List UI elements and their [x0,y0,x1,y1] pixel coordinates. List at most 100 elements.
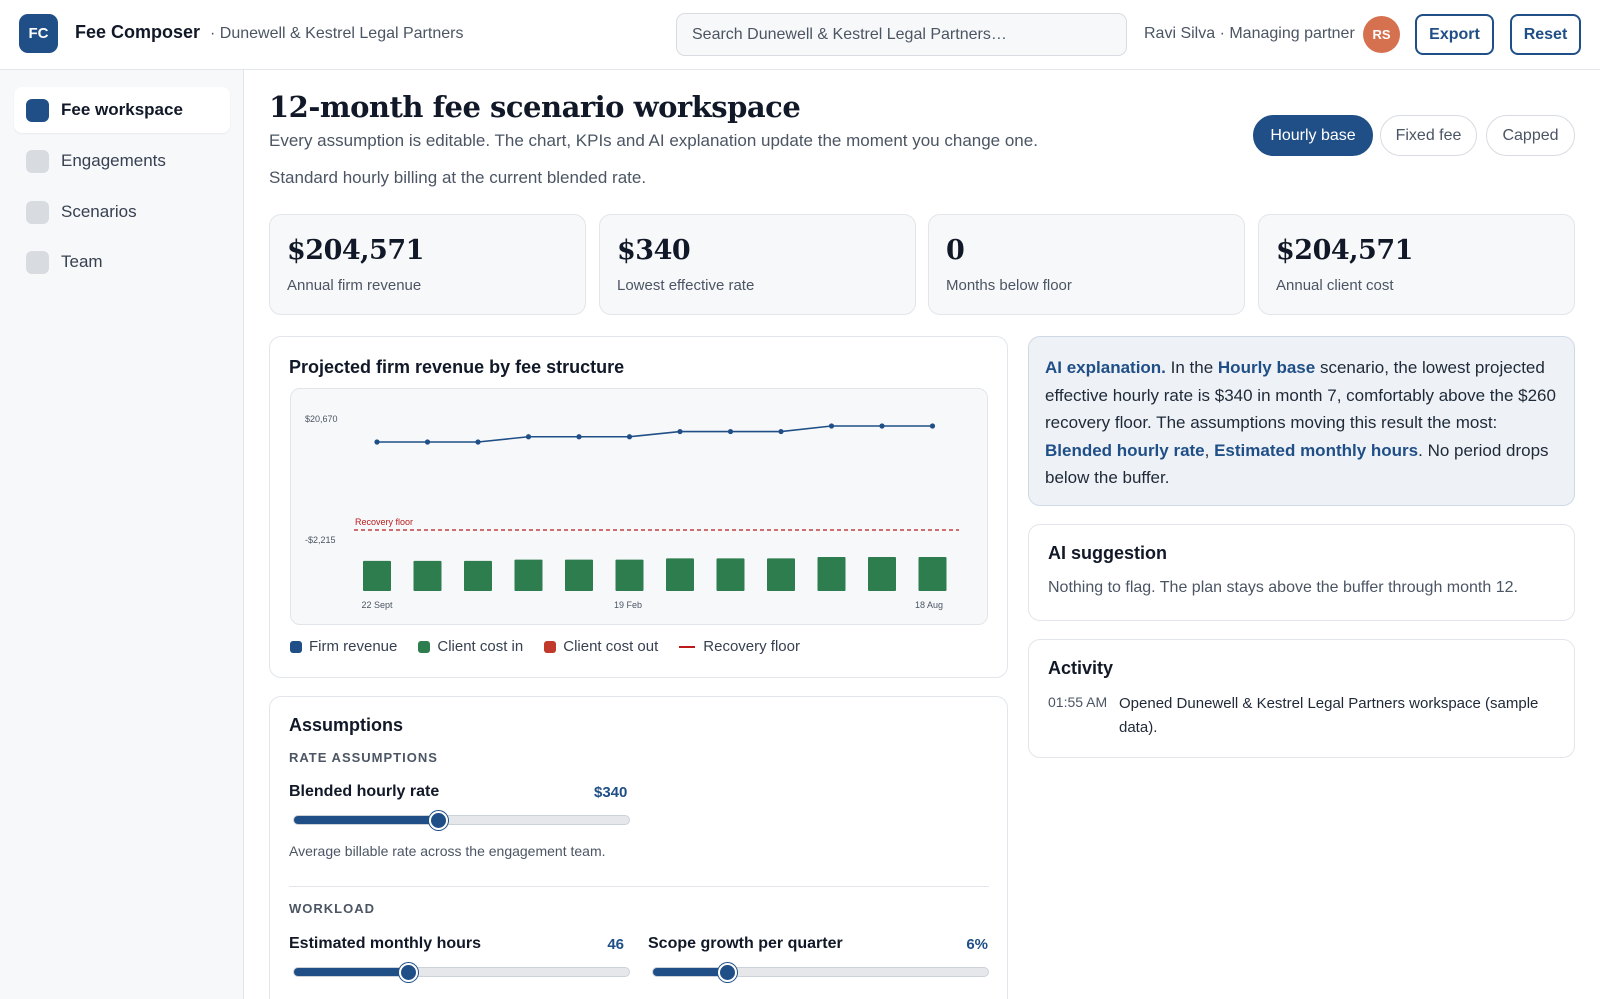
sidebar-item-team[interactable]: Team [14,239,230,285]
bar-client-cost-in [615,559,644,591]
firm-revenue-point [828,423,835,429]
sidebar-item-label: Team [61,252,103,271]
search-input[interactable]: Search Dunewell & Kestrel Legal Partners… [676,13,1127,56]
firm-revenue-point [879,423,885,429]
kpi-value: $204,571 [287,235,424,266]
firm-revenue-point [374,439,380,445]
sidebar-item-scenarios[interactable]: Scenarios [14,189,230,235]
x-tick-label: 18 Aug [915,600,943,610]
nav-square-icon [26,149,49,173]
activity-card: Activity 01:55 AM Opened Dunewell & Kest… [1028,639,1575,758]
legend-client-cost-in: Client cost in [418,638,523,655]
kpi-value: $204,571 [1276,235,1413,266]
legend-recovery-floor: Recovery floor [679,638,800,655]
slider-helper-blended-rate: Average billable rate across the engagem… [289,843,606,859]
bar-client-cost-in [413,560,442,591]
scenario-description: Standard hourly billing at the current b… [269,168,647,187]
slider-label-scope-growth: Scope growth per quarter [648,935,843,952]
nav-square-icon [26,98,49,122]
ai-text: . No period drops below the buffer. [1045,440,1549,488]
ai-assumption-link-rate[interactable]: Blended hourly rate [1045,440,1205,460]
x-tick-label: 19 Feb [614,600,642,610]
slider-fill [653,968,727,976]
app-logo: FC [19,14,58,53]
bar-client-cost-in [918,557,947,591]
bar-client-cost-in [868,557,896,591]
kpi-label: Lowest effective rate [617,277,755,294]
chart-plot: $20,670 -$2,215 Recovery floor 22 Sept 19 Fe… [290,388,988,625]
reset-button[interactable]: Reset [1510,14,1581,55]
legend-label: Firm revenue [309,638,398,655]
firm-revenue-point [475,439,481,445]
scope-growth-slider[interactable] [652,963,989,982]
sidebar-item-engagements[interactable]: Engagements [14,138,230,184]
nav-square-icon [26,200,49,224]
page-subtitle: Every assumption is editable. The chart,… [269,131,1038,150]
kpi-lowest-effective-rate: $340 Lowest effective rate [599,214,916,315]
ai-suggestion-title: AI suggestion [1048,543,1168,563]
firm-revenue-point [677,428,683,435]
blended-rate-slider[interactable] [293,811,630,830]
legend-label: Recovery floor [703,638,800,655]
firm-name: · Dunewell & Kestrel Legal Partners [210,25,464,42]
legend-swatch [290,640,302,653]
slider-thumb[interactable] [717,963,737,982]
bar-client-cost-in [565,559,593,591]
sidebar-item-fee-workspace[interactable]: Fee workspace [14,87,230,133]
assumptions-card: Assumptions RATE ASSUMPTIONS Blended hou… [269,696,1008,999]
bar-client-cost-in [716,558,745,591]
kpi-label: Annual firm revenue [287,277,422,294]
slider-value-monthly-hours: 46 [607,936,624,953]
y-tick-label: $20,670 [305,414,338,424]
kpi-label: Months below floor [946,277,1072,294]
page-title: 12-month fee scenario workspace [269,90,801,124]
slider-label-blended-rate: Blended hourly rate [289,783,440,800]
tab-hourly-base[interactable]: Hourly base [1253,115,1373,156]
ai-scenario-link[interactable]: Hourly base [1217,358,1316,377]
x-tick-label: 22 Sept [361,600,393,610]
bar-client-cost-in [817,557,846,591]
ai-suggestion-card: AI suggestion Nothing to flag. The plan … [1028,524,1575,621]
avatar[interactable]: RS [1363,16,1400,53]
recovery-floor-label: Recovery floor [355,517,413,527]
assumptions-title: Assumptions [289,715,404,735]
export-button[interactable]: Export [1415,14,1494,55]
divider [289,886,989,887]
section-label-workload: WORKLOAD [289,901,375,916]
user-name: Ravi Silva · Managing partner [1144,25,1355,42]
sidebar: Fee workspace Engagements Scenarios Team [0,70,244,999]
tab-fixed-fee[interactable]: Fixed fee [1380,115,1477,156]
bar-client-cost-in [464,560,492,591]
kpi-annual-firm-revenue: $204,571 Annual firm revenue [269,214,586,315]
section-label-rate: RATE ASSUMPTIONS [289,750,438,765]
ai-text: scenario, the lowest projected effective… [1045,358,1556,432]
slider-value-scope-growth: 6% [966,936,988,953]
slider-thumb[interactable] [429,811,449,830]
slider-thumb[interactable] [398,963,418,982]
firm-revenue-point [525,434,532,440]
bar-client-cost-in [514,559,543,591]
legend-label: Client cost in [437,638,524,655]
legend-swatch [544,640,557,653]
firm-revenue-point [626,434,633,440]
ai-text: , [1204,440,1215,460]
firm-revenue-point [929,423,936,429]
ai-text: In the [1165,358,1218,377]
legend-client-cost-out: Client cost out [544,638,658,655]
activity-title: Activity [1048,658,1114,678]
tab-capped[interactable]: Capped [1486,115,1575,156]
monthly-hours-slider[interactable] [293,963,630,982]
nav-square-icon [26,250,49,274]
ai-assumption-link-hours[interactable]: Estimated monthly hours [1214,440,1419,460]
slider-fill [294,968,408,976]
firm-revenue-point [778,428,784,435]
legend-swatch [418,640,431,653]
bar-client-cost-in [666,558,694,591]
sidebar-item-label: Fee workspace [61,100,183,119]
kpi-label: Annual client cost [1276,277,1394,294]
bar-client-cost-in [767,558,795,591]
kpi-value: 0 [946,235,965,266]
chart-card: Projected firm revenue by fee structure … [269,336,1008,678]
firm-revenue-point [727,428,734,435]
activity-time: 01:55 AM [1048,694,1108,710]
